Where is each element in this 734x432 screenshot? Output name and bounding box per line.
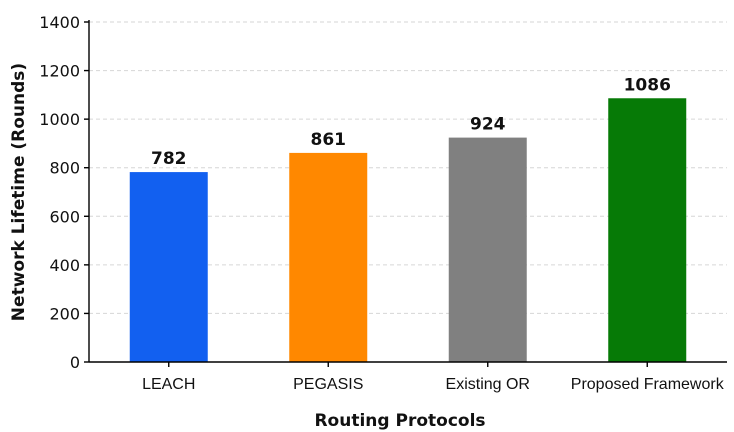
data-label: 861 — [311, 130, 347, 150]
y-axis-title: Network Lifetime (Rounds) — [9, 63, 29, 321]
y-tick-label: 1200 — [39, 62, 80, 81]
y-tick-label: 600 — [49, 207, 80, 226]
y-tick-label: 1400 — [39, 13, 80, 32]
data-labels: 782 861 924 1086 — [151, 75, 671, 169]
y-tick-label: 800 — [49, 159, 80, 178]
y-tick-label: 400 — [49, 256, 80, 275]
x-axis-title: Routing Protocols — [314, 411, 485, 431]
x-tick-label: Existing OR — [446, 376, 530, 393]
bar — [129, 172, 208, 362]
x-tick-label: PEGASIS — [293, 376, 363, 393]
x-tick-label: Proposed Framework — [571, 376, 725, 393]
bar — [608, 98, 687, 362]
y-tick-labels: 0 200 400 600 800 1000 1200 1400 — [39, 13, 89, 372]
x-tick-labels: LEACH PEGASIS Existing OR Proposed Framewor… — [142, 362, 725, 393]
bar — [448, 137, 527, 362]
data-label: 1086 — [624, 75, 671, 95]
data-label: 782 — [151, 149, 187, 169]
bar — [289, 152, 368, 362]
y-tick-label: 0 — [70, 353, 80, 372]
y-tick-label: 200 — [49, 304, 80, 323]
bar-layer — [129, 98, 687, 362]
data-label: 924 — [470, 115, 506, 135]
axis-layer — [88, 20, 727, 363]
y-tick-label: 1000 — [39, 110, 80, 129]
x-tick-label: LEACH — [142, 376, 195, 393]
